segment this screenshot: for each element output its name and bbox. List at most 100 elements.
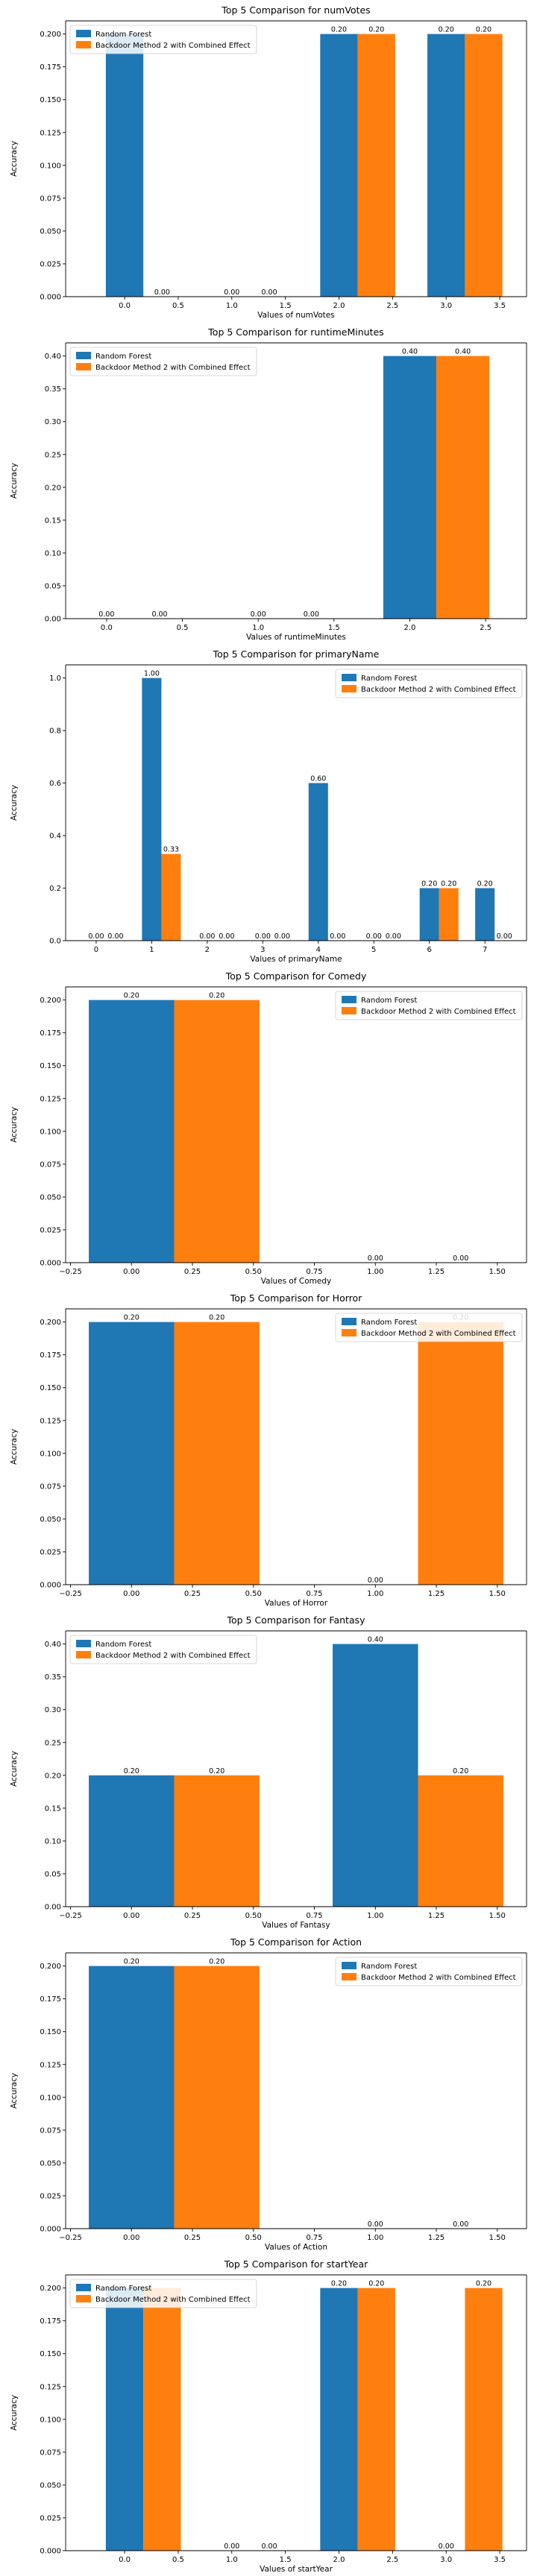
chart-title: Top 5 Comparison for runtimeMinutes [207,326,383,338]
x-tick-label: 0.5 [172,2556,184,2564]
y-tick-label: 0.35 [45,385,61,394]
bar [475,888,495,941]
y-tick-label: 0.075 [40,2127,61,2135]
x-tick-label: 1.00 [367,1268,383,1276]
x-tick-label: 0.0 [119,302,131,310]
y-tick-label: 0.20 [45,484,61,492]
y-tick-label: 0.175 [40,1995,61,2004]
y-tick-label: 0.200 [40,31,61,39]
legend: Random Forest Backdoor Method 2 with Comb… [335,1313,523,1342]
y-tick-label: 0.175 [40,2317,61,2326]
y-tick-label: 0.150 [40,1384,61,1392]
y-axis-label: Accuracy [10,785,19,821]
chart-panel-7: Top 5 Comparison for Action 0.20 0.00 0.20 0… [10,1936,527,2252]
x-axis-label: Values of Action [265,2243,327,2252]
y-tick-label: 0.025 [40,2192,61,2200]
x-tick-label: 0.50 [245,1590,262,1598]
y-tick-label: 0.000 [40,2548,61,2556]
x-tick-label: 3.5 [494,302,506,310]
x-tick-label: 0.50 [245,1268,262,1276]
legend-label: Random Forest [361,1963,417,1971]
y-tick-label: 0.050 [40,227,61,236]
y-tick-label: 0.2 [49,885,61,893]
bar [174,1000,260,1263]
data-label: 0.20 [124,1767,139,1775]
x-tick-label: 1.00 [367,1590,383,1598]
bar [418,1775,503,1907]
legend-label: Backdoor Method 2 with Combined Effect [95,364,251,372]
x-tick-label: 1.50 [489,2234,506,2242]
data-label: 0.20 [476,2280,492,2288]
y-tick-label: 0.4 [49,833,61,841]
data-label: 0.20 [209,1958,224,1966]
data-label: 0.00 [368,2220,383,2229]
legend-swatch [342,1329,357,1336]
data-label: 0.00 [439,2542,454,2551]
x-tick-label: 3 [260,946,265,954]
data-label: 0.00 [453,1254,468,1263]
legend-label: Random Forest [95,31,151,39]
x-tick-label: 1.25 [428,1912,445,1920]
y-tick-label: 0.050 [40,1515,61,1524]
bar [320,2288,358,2551]
x-tick-label: 1.0 [226,302,238,310]
data-label: 0.00 [368,1254,383,1263]
chart-title: Top 5 Comparison for Fantasy [226,1614,365,1626]
x-tick-label: 0.75 [306,1590,322,1598]
y-tick-label: 0.25 [45,1739,61,1747]
data-label: 0.20 [477,880,493,888]
data-label: 0.20 [209,992,224,1000]
bar [357,2288,395,2551]
data-label: 0.20 [368,26,384,34]
y-tick-label: 0.150 [40,2350,61,2358]
legend-box [69,25,257,54]
x-tick-label: 1.0 [252,624,264,632]
data-label: 0.00 [224,288,239,297]
y-tick-label: 0.15 [45,1805,61,1813]
legend: Random Forest Backdoor Method 2 with Comb… [69,347,257,376]
x-tick-label: 0.25 [184,2234,201,2242]
x-tick-label: 1.50 [489,1268,506,1276]
legend-swatch [342,1973,357,1980]
x-tick-label: 0.00 [123,1590,139,1598]
x-tick-label: 0.5 [177,624,189,632]
y-tick-label: 0.025 [40,1226,61,1234]
legend-label: Backdoor Method 2 with Combined Effect [361,1330,516,1338]
chart-panel-2: Top 5 Comparison for runtimeMinutes 0.00 0… [10,326,527,642]
x-axis-label: Values of Fantasy [262,1921,330,1930]
y-tick-label: 0.000 [40,294,61,302]
data-label: 0.00 [304,610,319,619]
y-tick-label: 0.125 [40,2061,61,2069]
x-tick-label: 1.50 [489,1590,506,1598]
bar [161,853,181,941]
bar [143,2288,181,2551]
data-label: 0.00 [274,932,290,941]
y-tick-label: 0.050 [40,2159,61,2168]
data-label: 0.20 [439,26,454,34]
data-label: 0.40 [455,348,471,356]
y-tick-label: 0.075 [40,1161,61,1169]
y-tick-label: 0.025 [40,260,61,268]
y-tick-label: 0.10 [45,1837,61,1846]
legend-label: Backdoor Method 2 with Combined Effect [95,42,251,50]
x-tick-label: 5 [371,946,376,954]
x-axis-label: Values of startYear [260,2565,333,2574]
x-tick-label: 2.0 [404,624,416,632]
data-label: 0.20 [124,1958,139,1966]
data-label: 0.00 [251,610,266,619]
legend-label: Backdoor Method 2 with Combined Effect [361,686,516,694]
x-tick-label: 1.00 [367,1912,383,1920]
data-label: 0.00 [199,932,215,941]
x-tick-label: 2.5 [386,302,398,310]
y-tick-label: 0.075 [40,2449,61,2457]
chart-title: Top 5 Comparison for Action [230,1936,362,1948]
x-axis-label: Values of Horror [265,1599,328,1608]
legend-label: Random Forest [95,2285,151,2293]
bar [357,34,395,297]
legend-swatch [76,352,91,359]
data-label: 0.20 [441,880,456,888]
data-label: 0.20 [331,2280,347,2288]
y-tick-label: 0.30 [45,1706,61,1714]
legend: Random Forest Backdoor Method 2 with Comb… [69,2279,257,2308]
y-tick-label: 0.05 [45,582,61,590]
